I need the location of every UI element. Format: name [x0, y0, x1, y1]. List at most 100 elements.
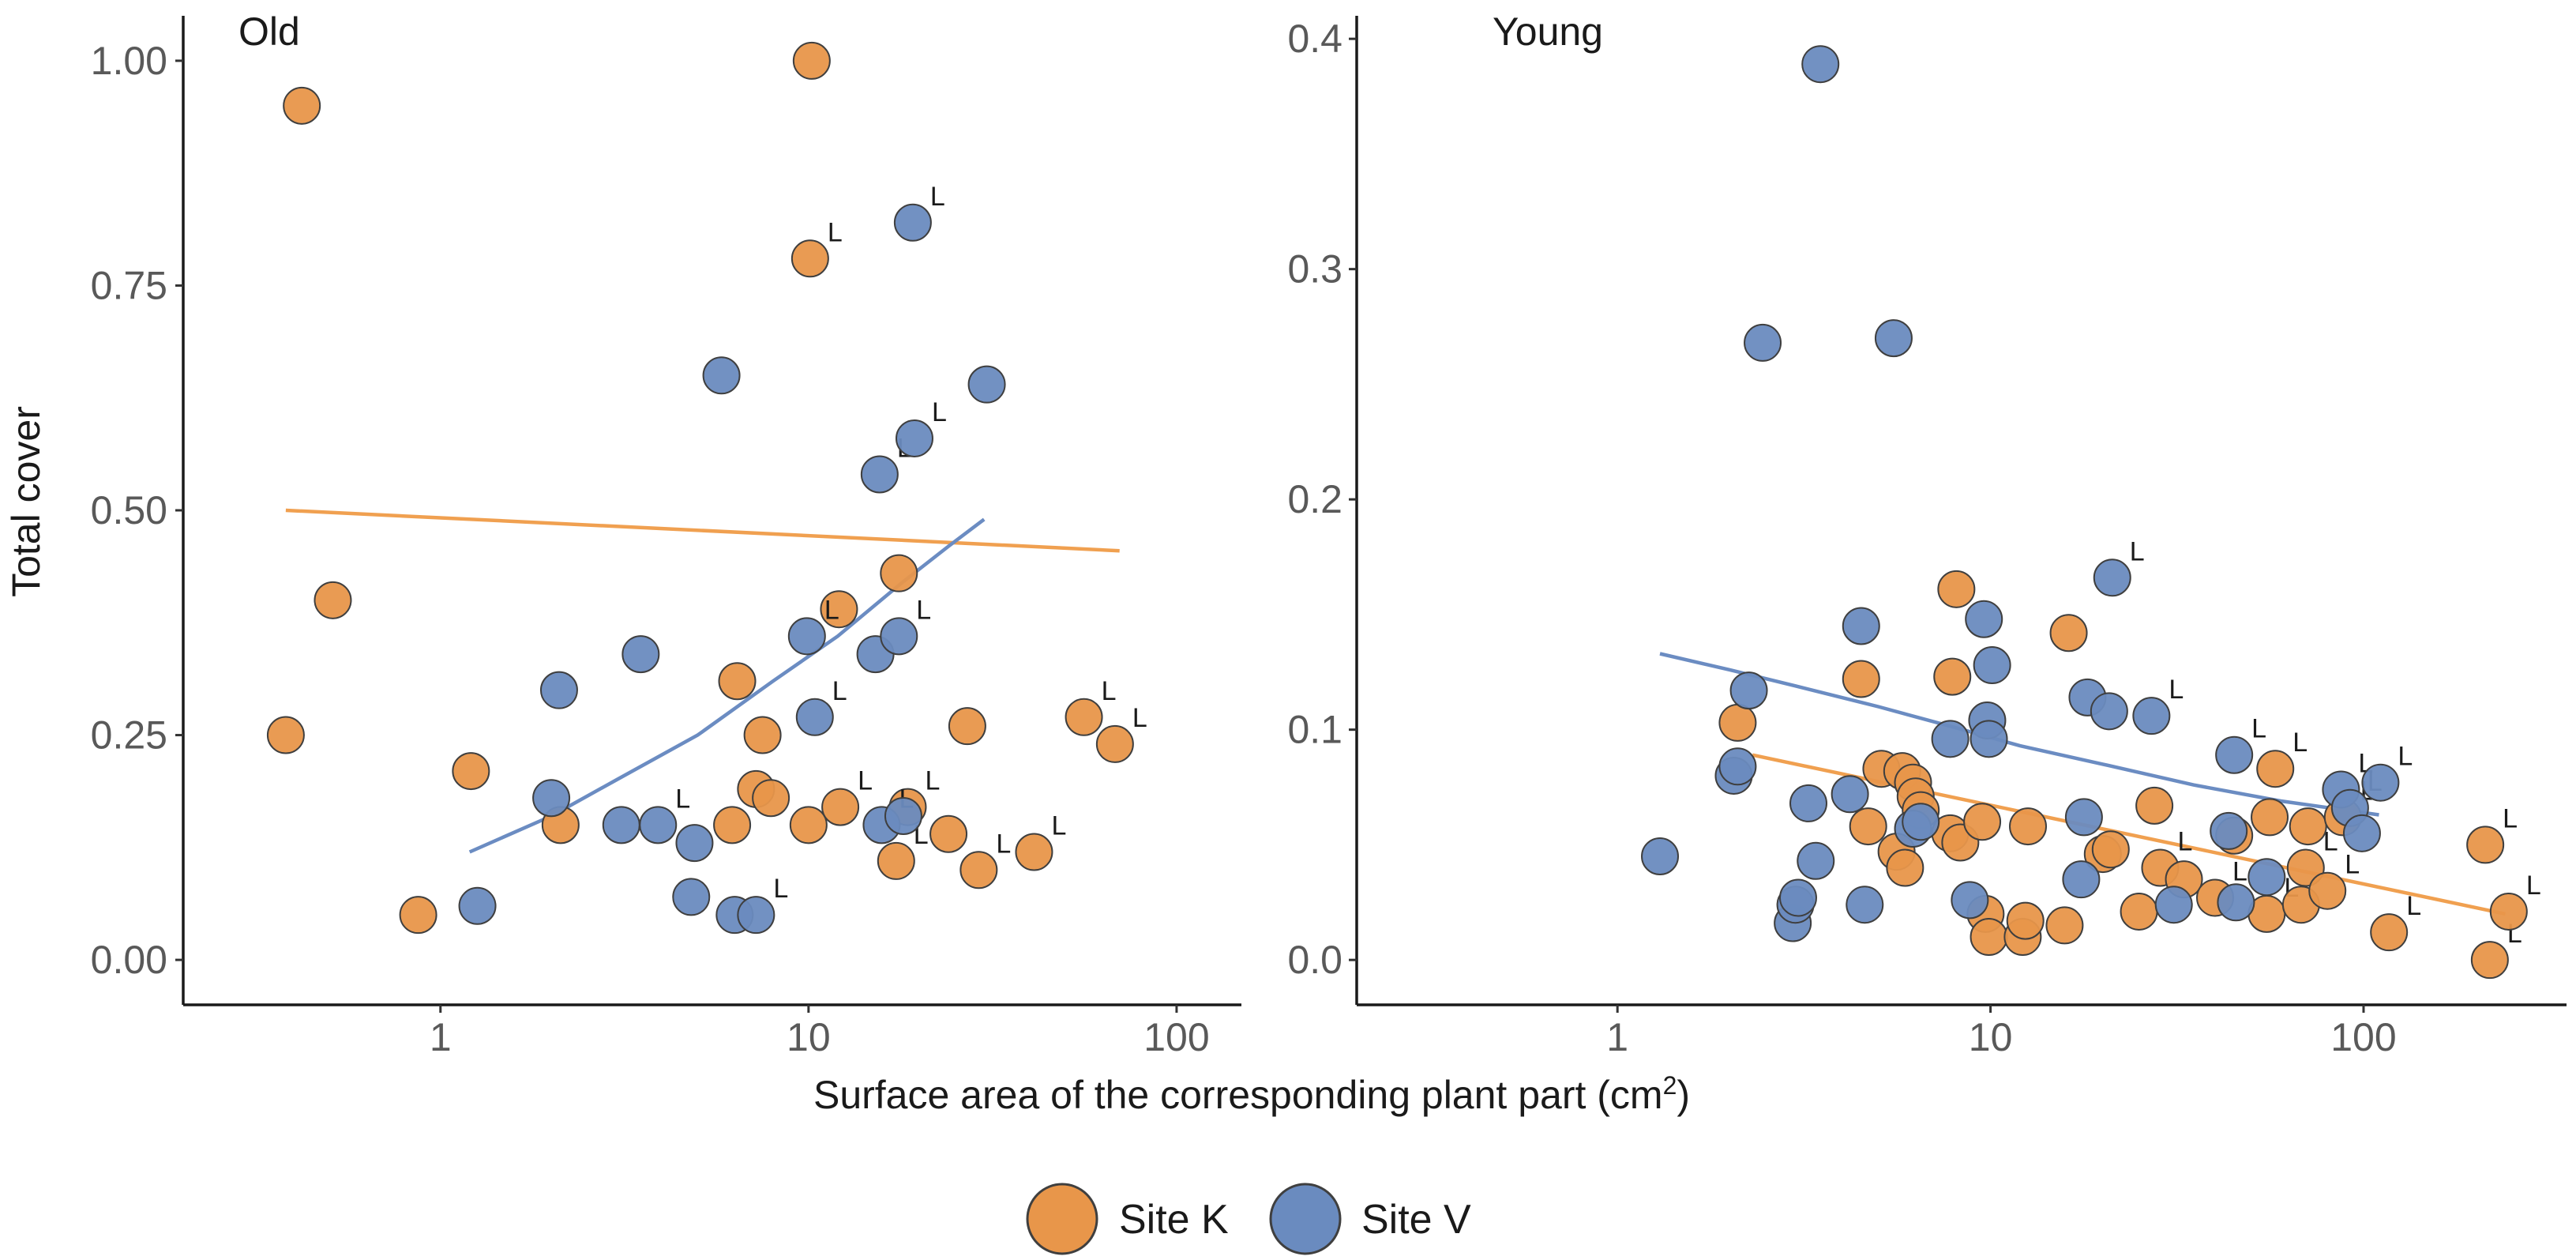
site-k-point	[2045, 906, 2084, 945]
site-k-point	[2308, 871, 2347, 910]
site-v-fit-line	[468, 517, 986, 854]
site-k-fit-line	[285, 508, 1120, 553]
site-v-point	[2093, 559, 2131, 597]
site-k-point	[1849, 807, 1887, 846]
site-v-point	[1729, 671, 1768, 710]
l-marker: L	[2406, 891, 2421, 921]
site-k-point	[1933, 657, 1972, 696]
site-v-point	[2342, 814, 2381, 852]
l-marker: L	[2323, 827, 2338, 857]
y-tick-label: 0.00	[91, 938, 167, 982]
site-v-point	[2215, 735, 2254, 774]
site-k-point	[2256, 750, 2295, 788]
site-v-point	[1902, 803, 1940, 841]
l-marker: L	[2292, 728, 2308, 758]
site-k-point	[1718, 703, 1757, 742]
site-k-point	[2289, 807, 2327, 846]
legend-site-v-label: Site V	[1361, 1197, 1471, 1243]
site-v-point	[1831, 775, 1869, 814]
site-v-point	[1874, 319, 1913, 358]
site-k-point	[743, 716, 782, 754]
site-k-point	[1970, 918, 2008, 957]
legend-site-k-label: Site K	[1119, 1197, 1229, 1243]
l-marker: L	[2526, 871, 2541, 901]
x-tick-label: 1	[430, 1015, 452, 1059]
y-tick-label: 0.25	[91, 713, 167, 758]
site-k-point	[821, 788, 860, 826]
site-v-point	[795, 698, 834, 736]
l-marker: L	[2232, 856, 2247, 886]
y-tick-label: 0.1	[1287, 708, 1342, 752]
legend-site-k-swatch	[1026, 1183, 1098, 1255]
site-v-point	[1744, 323, 1782, 362]
site-v-point	[2210, 811, 2248, 850]
site-v-point	[532, 779, 571, 818]
site-v-point	[639, 806, 678, 844]
site-k-point	[2251, 798, 2289, 837]
x-tick-label: 10	[787, 1015, 831, 1059]
site-k-point	[1886, 848, 1924, 887]
site-v-point	[1973, 646, 2011, 685]
site-v-point	[2064, 798, 2103, 837]
l-marker: L	[824, 595, 839, 625]
site-v-point	[1778, 878, 1817, 917]
site-k-point	[2466, 826, 2505, 864]
site-k-point	[880, 554, 918, 592]
site-v-point	[2361, 763, 2400, 802]
site-k-point	[713, 806, 752, 844]
site-v-point	[2062, 860, 2101, 899]
x-axis-title-main: Surface area of the corresponding plant …	[813, 1073, 1663, 1117]
site-v-point	[895, 419, 933, 457]
y-tick-label: 0.0	[1287, 938, 1342, 982]
site-k-point	[2009, 807, 2048, 846]
panel-young: Young 0.00.10.20.30.41 10 100LLLLLLLLLLLLL…	[1287, 9, 2567, 1059]
y-tick-label: 1.00	[91, 39, 167, 83]
l-marker: L	[916, 595, 931, 625]
y-tick-label: 0.2	[1287, 477, 1342, 521]
panel-young-title: Young	[1493, 9, 1603, 54]
site-v-point	[1965, 600, 2003, 638]
site-v-point	[1931, 720, 1970, 758]
l-marker: L	[828, 217, 843, 247]
l-marker: L	[773, 874, 788, 904]
l-marker: L	[675, 784, 690, 814]
site-v-point	[539, 671, 578, 709]
site-v-fit-line	[1659, 652, 2379, 817]
site-k-point	[2120, 892, 2158, 931]
site-v-point	[621, 635, 660, 674]
site-v-point	[2090, 692, 2128, 731]
site-k-point	[2470, 941, 2509, 980]
x-tick-label: 100	[1143, 1015, 1209, 1059]
l-marker: L	[1132, 703, 1147, 733]
site-k-point	[789, 806, 828, 844]
l-marker: L	[2130, 536, 2145, 566]
site-k-point	[718, 662, 757, 701]
site-v-point	[737, 896, 775, 935]
site-k-point	[283, 86, 321, 125]
site-v-point	[967, 365, 1006, 404]
site-v-point	[1846, 886, 1884, 924]
site-v-point	[1842, 607, 1880, 645]
x-axis-title-superscript: 2	[1663, 1071, 1677, 1100]
site-v-point	[2247, 858, 2286, 897]
site-v-point	[2132, 697, 2171, 735]
site-k-point	[2489, 892, 2528, 931]
site-v-point	[2217, 883, 2255, 922]
site-k-point	[399, 896, 437, 935]
site-k-point	[2049, 614, 2088, 653]
site-k-point	[1065, 698, 1103, 736]
l-marker: L	[1102, 676, 1117, 706]
site-k-point	[1963, 803, 2002, 841]
site-k-point	[1095, 724, 1134, 763]
site-v-point	[672, 878, 711, 916]
site-k-point	[752, 779, 790, 818]
l-marker: L	[2503, 803, 2518, 833]
site-k-point	[820, 590, 858, 629]
site-v-point	[702, 356, 741, 395]
panel-old-title: Old	[238, 9, 300, 54]
y-tick-label: 0.75	[91, 263, 167, 307]
site-k-point	[792, 41, 831, 80]
y-tick-label: 0.3	[1287, 247, 1342, 291]
site-k-point	[266, 716, 305, 754]
